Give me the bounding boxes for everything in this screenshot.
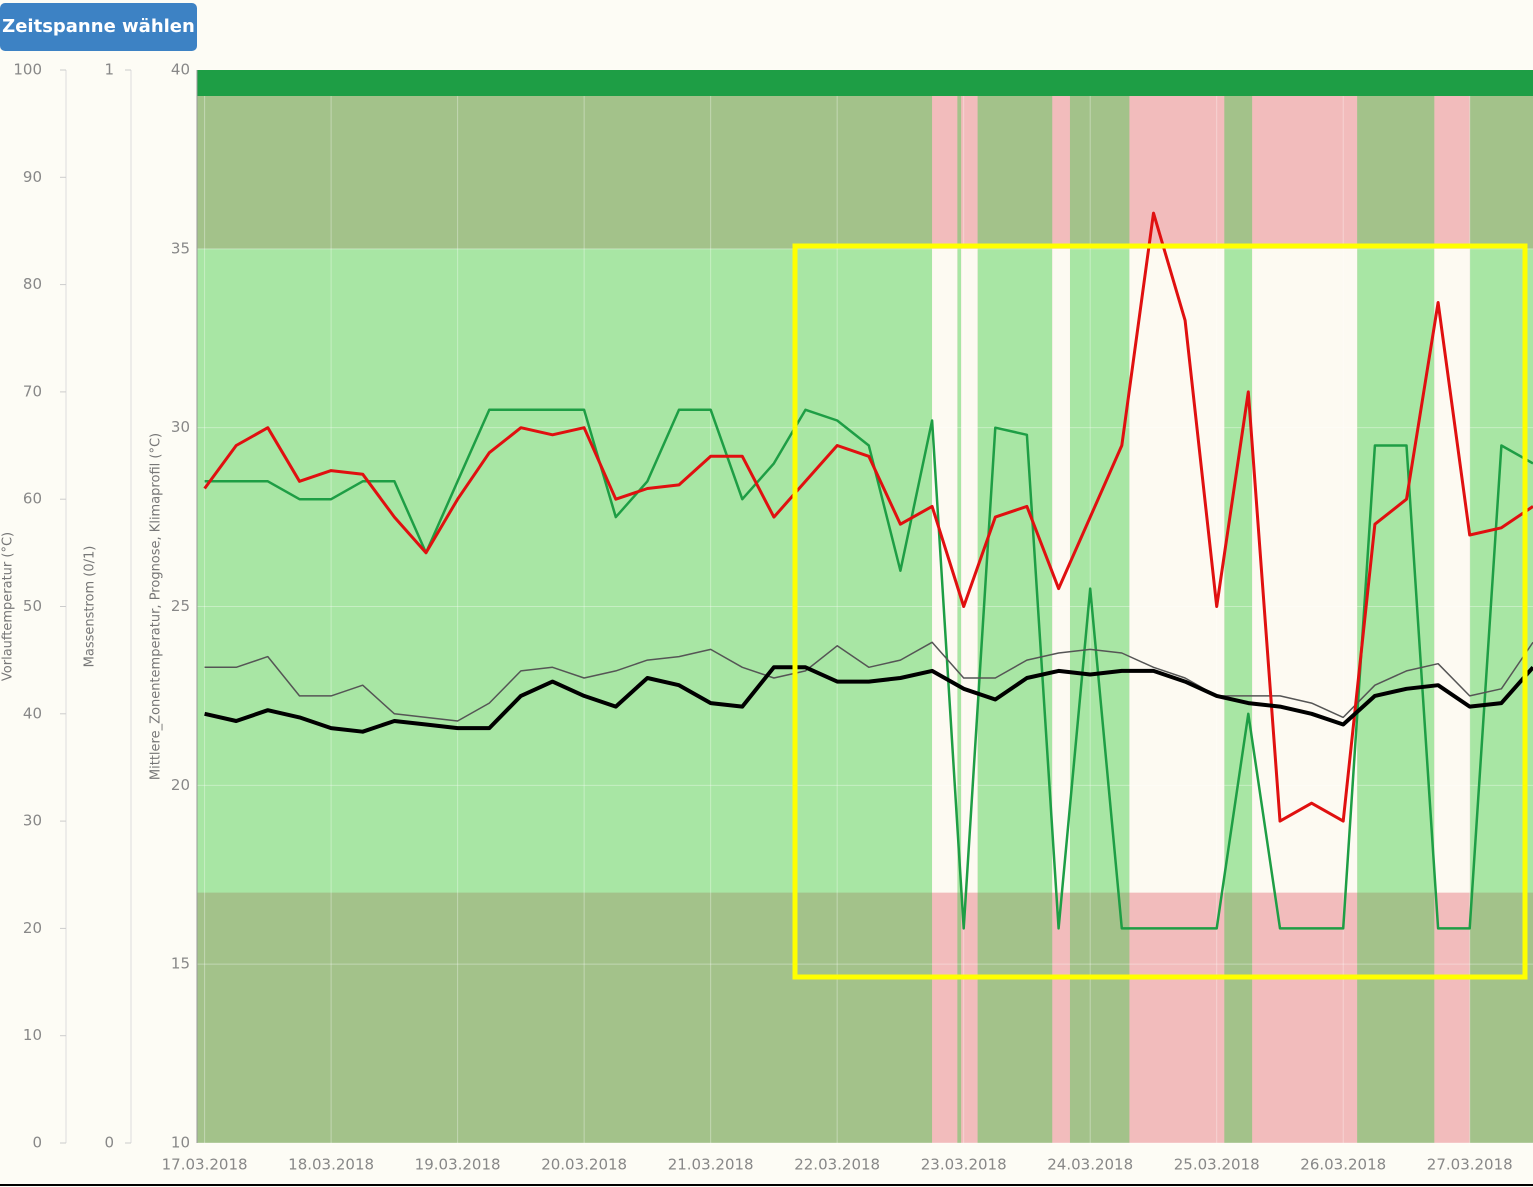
x-tick-label: 21.03.2018: [668, 1156, 754, 1174]
y-tick-label: 20: [171, 776, 190, 794]
y-tick-label: 15: [171, 955, 190, 973]
y-tick-label: 70: [23, 382, 42, 400]
y-tick-label: 30: [171, 418, 190, 436]
y3-axis-title: Massenstrom (0/1): [83, 546, 98, 668]
x-tick-label: 25.03.2018: [1174, 1156, 1260, 1174]
y2-axis-title: Vorlauftemperatur (°C): [1, 532, 16, 681]
x-tick-label: 17.03.2018: [162, 1156, 248, 1174]
band-inner: [961, 248, 978, 893]
x-tick-label: 18.03.2018: [288, 1156, 374, 1174]
y-tick-label: 25: [171, 597, 190, 615]
band-inner: [1434, 248, 1470, 893]
y-tick-label: 80: [23, 275, 42, 293]
y-tick-label: 10: [171, 1134, 190, 1152]
y-tick-label: 1: [104, 61, 114, 79]
x-tick-label: 24.03.2018: [1047, 1156, 1133, 1174]
y-axis-title: Mittlere_Zonentemperatur, Prognose, Klim…: [149, 433, 164, 780]
y-tick-label: 0: [32, 1134, 42, 1152]
y-tick-label: 10: [23, 1026, 42, 1044]
background: [197, 69, 1533, 1144]
y-tick-label: 50: [23, 597, 42, 615]
y-tick-label: 40: [171, 61, 190, 79]
y-tick-label: 35: [171, 239, 190, 257]
band-inner: [1052, 248, 1070, 893]
series-line: [204, 665, 1533, 734]
time-range-button[interactable]: Zeitspanne wählen: [0, 3, 197, 51]
x-tick-label: 23.03.2018: [921, 1156, 1007, 1174]
highlight-box: [792, 243, 1528, 980]
y-tick-label: 30: [23, 812, 42, 830]
band-inner: [1252, 248, 1358, 893]
y-tick-label: 100: [13, 61, 42, 79]
y-tick-label: 90: [23, 168, 42, 186]
top-bar: [197, 70, 1533, 96]
x-tick-label: 20.03.2018: [541, 1156, 627, 1174]
y-tick-label: 40: [23, 704, 42, 722]
x-tick-label: 22.03.2018: [794, 1156, 880, 1174]
series-line: [203, 211, 1533, 823]
x-tick-label: 26.03.2018: [1300, 1156, 1386, 1174]
series-line: [204, 641, 1533, 722]
y-tick-label: 60: [23, 490, 42, 508]
x-tick-label: 19.03.2018: [415, 1156, 501, 1174]
y-tick-label: 0: [104, 1134, 114, 1152]
y-tick-label: 20: [23, 919, 42, 937]
x-tick-label: 27.03.2018: [1427, 1156, 1513, 1174]
band-inner: [1129, 248, 1225, 893]
